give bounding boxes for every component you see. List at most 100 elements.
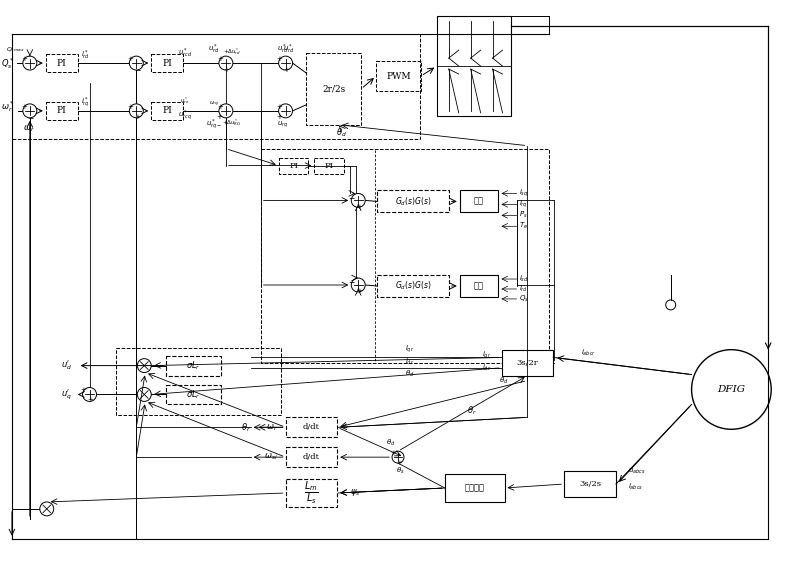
- Bar: [502, 350, 554, 375]
- Bar: [261, 149, 550, 362]
- Text: $i_{rd}$: $i_{rd}$: [519, 284, 529, 294]
- Text: $\omega_r$: $\omega_r$: [23, 123, 34, 134]
- Circle shape: [138, 358, 151, 373]
- Text: PI: PI: [289, 161, 298, 170]
- Bar: [437, 16, 511, 116]
- Text: 3s/2r: 3s/2r: [517, 358, 538, 366]
- Text: $-$: $-$: [27, 112, 34, 122]
- Text: PI: PI: [57, 106, 66, 115]
- Text: $-$: $-$: [349, 277, 356, 286]
- Text: +: +: [21, 56, 27, 62]
- Circle shape: [351, 278, 365, 292]
- Text: $\psi_s$: $\psi_s$: [350, 487, 361, 499]
- Text: $Q_s^*$: $Q_s^*$: [2, 56, 14, 70]
- Text: $Q_s$: $Q_s$: [519, 294, 530, 304]
- Text: +: +: [390, 450, 396, 456]
- Circle shape: [130, 56, 143, 70]
- Text: $\theta_r$: $\theta_r$: [241, 421, 250, 433]
- Bar: [151, 54, 183, 72]
- Text: $i_{sd}$: $i_{sd}$: [519, 274, 529, 284]
- Text: $u_d'$: $u_d'$: [61, 359, 72, 373]
- Text: $u_{rd}^*$: $u_{rd}^*$: [208, 43, 220, 56]
- Bar: [46, 102, 78, 120]
- Text: $+$: $+$: [356, 286, 363, 295]
- Bar: [286, 447, 338, 467]
- Text: $T_e$: $T_e$: [519, 221, 529, 231]
- Text: PI: PI: [325, 161, 334, 170]
- Bar: [278, 158, 309, 174]
- Text: 归化: 归化: [474, 282, 484, 290]
- Bar: [151, 102, 183, 120]
- Text: $\theta_d$: $\theta_d$: [406, 369, 414, 379]
- Bar: [460, 275, 498, 297]
- Text: $u_q'$: $u_q'$: [62, 387, 72, 402]
- Text: $\omega_{si}$: $\omega_{si}$: [264, 452, 278, 462]
- Bar: [117, 348, 281, 415]
- Text: DFIG: DFIG: [718, 385, 746, 394]
- Circle shape: [351, 194, 365, 207]
- Text: +: +: [217, 104, 223, 110]
- Text: $+$: $+$: [216, 112, 223, 122]
- Text: $\theta_s$: $\theta_s$: [396, 466, 404, 476]
- Text: $+$: $+$: [283, 65, 290, 74]
- Text: $u_{rq}$: $u_{rq}$: [209, 101, 219, 110]
- Bar: [306, 53, 362, 125]
- Text: $-$: $-$: [134, 65, 141, 74]
- Text: $\theta_r$: $\theta_r$: [466, 404, 477, 417]
- Circle shape: [278, 104, 293, 118]
- Bar: [377, 190, 449, 212]
- Text: $i_{sq}$: $i_{sq}$: [519, 187, 529, 199]
- Circle shape: [392, 451, 404, 463]
- Text: $i_{abcr}$: $i_{abcr}$: [581, 348, 596, 358]
- Bar: [46, 54, 78, 72]
- Text: $u_{abcs}$: $u_{abcs}$: [628, 466, 646, 475]
- Bar: [460, 190, 498, 212]
- Text: +: +: [277, 104, 282, 110]
- Text: $u_{re}^*$: $u_{re}^*$: [181, 95, 190, 106]
- Text: +: +: [21, 104, 27, 110]
- Text: $u_{rd}^*$: $u_{rd}^*$: [282, 43, 294, 56]
- Text: $i_{rq}^*$: $i_{rq}^*$: [81, 95, 90, 110]
- Bar: [166, 385, 221, 404]
- Text: $-$: $-$: [349, 192, 356, 201]
- Circle shape: [138, 387, 151, 402]
- Text: +: +: [127, 56, 134, 62]
- Circle shape: [23, 56, 37, 70]
- Text: $\theta_d$: $\theta_d$: [499, 375, 508, 386]
- Text: $Q_{smax}$: $Q_{smax}$: [6, 45, 24, 53]
- Text: $\theta_d$: $\theta_d$: [336, 127, 347, 139]
- Text: $u_{rcd}^*$: $u_{rcd}^*$: [178, 47, 192, 60]
- Text: $i_{qr}$: $i_{qr}$: [482, 349, 491, 361]
- Text: $i_{rq}$: $i_{rq}$: [519, 199, 528, 210]
- Text: PI: PI: [162, 59, 172, 68]
- Text: $+$: $+$: [134, 112, 141, 122]
- Circle shape: [130, 104, 143, 118]
- Text: $\sigma L_r$: $\sigma L_r$: [186, 360, 201, 372]
- Text: $G_d(s)G(s)$: $G_d(s)G(s)$: [394, 280, 431, 293]
- Text: $u_{rcq}^*$: $u_{rcq}^*$: [178, 108, 192, 123]
- Text: $\omega_r^*$: $\omega_r^*$: [2, 99, 14, 114]
- Circle shape: [278, 56, 293, 70]
- Text: $i_{dr}$: $i_{dr}$: [406, 357, 414, 367]
- Text: PWM: PWM: [386, 72, 411, 81]
- Text: PI: PI: [162, 106, 172, 115]
- Text: $i_{qr}$: $i_{qr}$: [406, 344, 414, 356]
- Text: 3s/2s: 3s/2s: [579, 480, 601, 488]
- Text: +: +: [127, 104, 134, 110]
- Text: +: +: [396, 460, 402, 466]
- Circle shape: [666, 300, 676, 310]
- Bar: [376, 61, 421, 91]
- Circle shape: [82, 387, 97, 402]
- Text: $P_s$: $P_s$: [519, 210, 528, 220]
- Bar: [286, 417, 338, 437]
- Bar: [377, 275, 449, 297]
- Text: $+\Delta u_{RG}^*$: $+\Delta u_{RG}^*$: [222, 118, 242, 128]
- Bar: [564, 471, 616, 497]
- Text: $\dfrac{L_m}{L_s}$: $\dfrac{L_m}{L_s}$: [304, 479, 318, 506]
- Text: 磁链计算: 磁链计算: [465, 484, 485, 492]
- Circle shape: [40, 502, 54, 516]
- Text: $u_{rq-}^*$: $u_{rq-}^*$: [206, 118, 222, 132]
- Bar: [445, 474, 505, 502]
- Text: $+\Delta u_{rd}^*$: $+\Delta u_{rd}^*$: [223, 46, 241, 57]
- Text: $\omega_r$: $\omega_r$: [266, 422, 278, 433]
